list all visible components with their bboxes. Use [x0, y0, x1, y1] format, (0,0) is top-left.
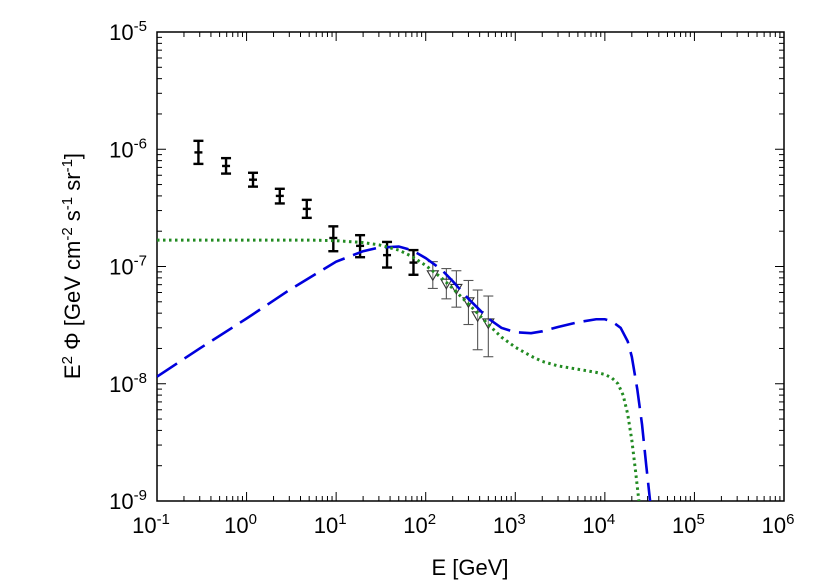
data-point: [301, 198, 312, 220]
data-point: [328, 225, 339, 253]
tick-labels-layer: 10-1 100 101 102 103 104 105 106 10-9 10-8 10-7 10-…: [109, 18, 794, 538]
y-tick-label: 10-7: [109, 253, 147, 280]
x-tick-label: 103: [493, 511, 526, 538]
y-axis-label: E2 Φ [GeV cm-2 s-1 sr-1]: [59, 153, 86, 379]
x-tick-label: 10-1: [132, 511, 170, 538]
x-tick-label: 104: [582, 511, 615, 538]
x-tick-label: 102: [403, 511, 436, 538]
x-tick-label: 101: [314, 511, 347, 538]
ticks-layer: [156, 31, 785, 502]
data-point: [193, 139, 204, 166]
y-tick-label: 10-6: [109, 135, 147, 162]
data-point: [221, 156, 232, 175]
model-curve-dotted: [157, 238, 641, 501]
x-axis-label: E [GeV]: [431, 555, 508, 580]
x-tick-label: 100: [224, 511, 257, 538]
y-tick-label: 10-8: [109, 370, 147, 397]
series-layer: [157, 139, 652, 501]
y-tick-label: 10-9: [109, 487, 147, 514]
model-curve-dashed: [157, 245, 652, 501]
plot-area: [156, 31, 785, 502]
x-tick-label: 106: [762, 511, 795, 538]
y-tick-label: 10-5: [109, 18, 147, 45]
data-point: [248, 171, 259, 188]
x-tick-label: 105: [672, 511, 705, 538]
data-point: [408, 248, 419, 276]
data-point: [274, 187, 285, 205]
